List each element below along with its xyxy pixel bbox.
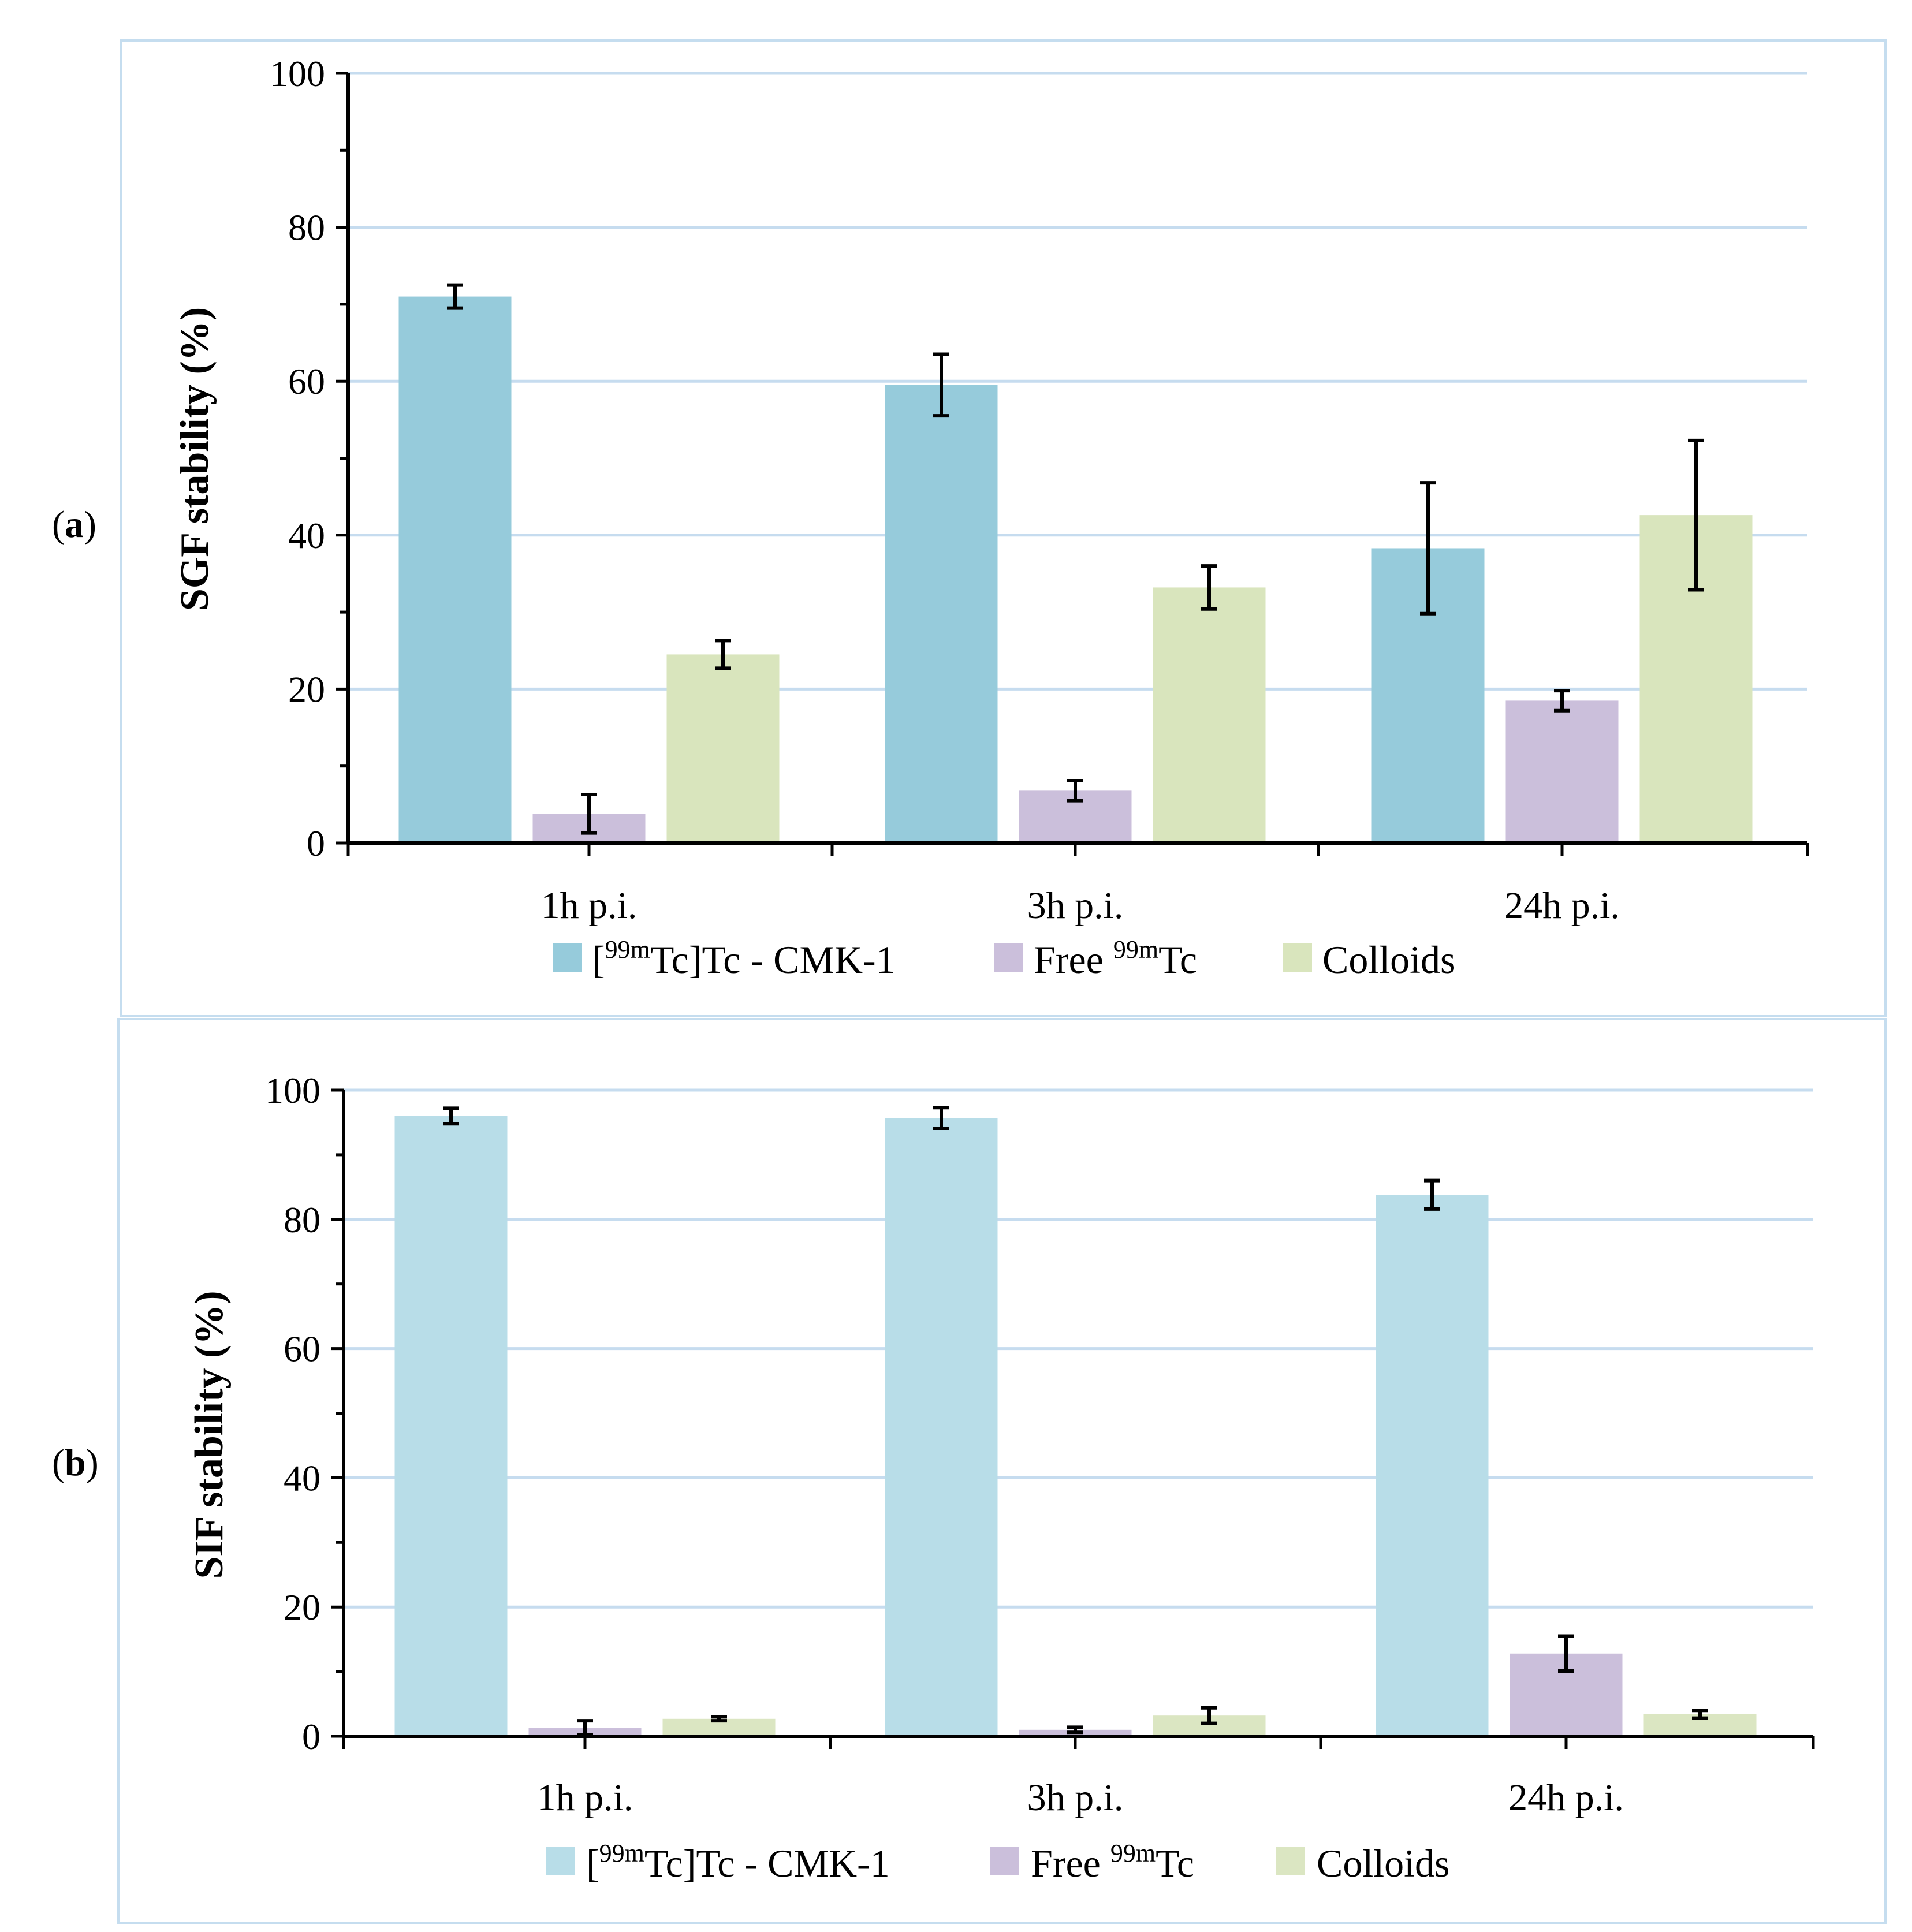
legend-entry: Free 99mTc	[1031, 1839, 1194, 1885]
error-bar	[1420, 481, 1436, 616]
error-bar	[443, 1106, 459, 1126]
panel-letter: (b)	[52, 1442, 99, 1484]
legend-swatch	[553, 943, 582, 972]
error-bar	[581, 793, 597, 835]
error-bar	[715, 639, 731, 670]
error-bar	[447, 283, 463, 310]
bar-colloids	[1153, 587, 1266, 843]
legend-swatch	[990, 1847, 1019, 1875]
error-bar	[1688, 438, 1704, 592]
error-bar	[1201, 1706, 1217, 1725]
panel-frame	[117, 1018, 1887, 1924]
bar--99mtc-tc-cmk-1	[398, 296, 512, 843]
legend: [99mTc]Tc - CMK-1 Free 99mTc Colloids	[553, 935, 1456, 982]
y-tick-label: 80	[288, 207, 325, 248]
bar--99mtc-tc-cmk-1	[885, 385, 998, 843]
legend-entry: [99mTc]Tc - CMK-1	[592, 935, 896, 982]
y-axis-title: SGF stability (%)	[173, 307, 217, 611]
y-tick-label: 100	[265, 1070, 320, 1111]
x-tick-label: 1h p.i.	[537, 1777, 633, 1819]
y-tick-label: 80	[284, 1199, 320, 1240]
bar--99mtc-tc-cmk-1	[885, 1118, 998, 1736]
error-bar	[1558, 1634, 1574, 1673]
x-tick-label: 1h p.i.	[541, 885, 638, 927]
chart-panel-b: 0 20 40 60 80 100 1h p.i. 3h p.i. 24h p.i. SIF st…	[52, 1018, 1887, 1924]
panel-frame	[120, 39, 1887, 1017]
chart-panel-a: 0 20 40 60 80 100 1h p.i. 3h p.i. 24h p.i. SGF st…	[52, 39, 1887, 1017]
y-tick-label: 0	[302, 1716, 320, 1757]
error-bar	[1424, 1178, 1440, 1211]
y-tick-label: 40	[284, 1457, 320, 1498]
y-tick-label: 60	[284, 1329, 320, 1370]
legend-swatch	[546, 1847, 575, 1875]
legend-entry: Colloids	[1322, 938, 1456, 982]
y-tick-label: 40	[288, 515, 325, 556]
x-tick-label: 24h p.i.	[1504, 885, 1620, 927]
bar-colloids	[666, 654, 780, 843]
legend-entry: Colloids	[1317, 1841, 1450, 1885]
y-axis-title: SIF stability (%)	[187, 1291, 232, 1579]
error-bar	[711, 1715, 727, 1723]
legend: [99mTc]Tc - CMK-1 Free 99mTc Colloids	[546, 1839, 1450, 1885]
panel-letter: (a)	[52, 503, 96, 546]
error-bar	[1554, 689, 1570, 713]
bar--99mtc-tc-cmk-1	[1376, 1195, 1489, 1736]
y-tick-label: 60	[288, 361, 325, 402]
legend-entry: [99mTc]Tc - CMK-1	[586, 1839, 890, 1885]
legend-entry: Free 99mTc	[1034, 935, 1197, 982]
legend-swatch	[994, 943, 1023, 972]
x-tick-label: 3h p.i.	[1027, 1777, 1124, 1819]
error-bar	[933, 1106, 949, 1131]
x-tick-label: 3h p.i.	[1027, 885, 1124, 927]
x-tick-label: 24h p.i.	[1508, 1777, 1624, 1819]
y-tick-label: 100	[270, 53, 325, 94]
error-bar	[1201, 564, 1217, 611]
legend-swatch	[1283, 943, 1312, 972]
bar--99mtc-tc-cmk-1	[394, 1116, 508, 1736]
y-tick-label: 20	[288, 669, 325, 710]
error-bar	[1692, 1709, 1708, 1720]
bar-free-99mtc	[1505, 700, 1619, 843]
error-bar	[933, 352, 949, 418]
error-bar	[1067, 779, 1083, 803]
y-tick-label: 0	[307, 823, 325, 864]
error-bar	[1067, 1725, 1083, 1735]
y-tick-label: 20	[284, 1587, 320, 1628]
legend-swatch	[1276, 1847, 1305, 1875]
